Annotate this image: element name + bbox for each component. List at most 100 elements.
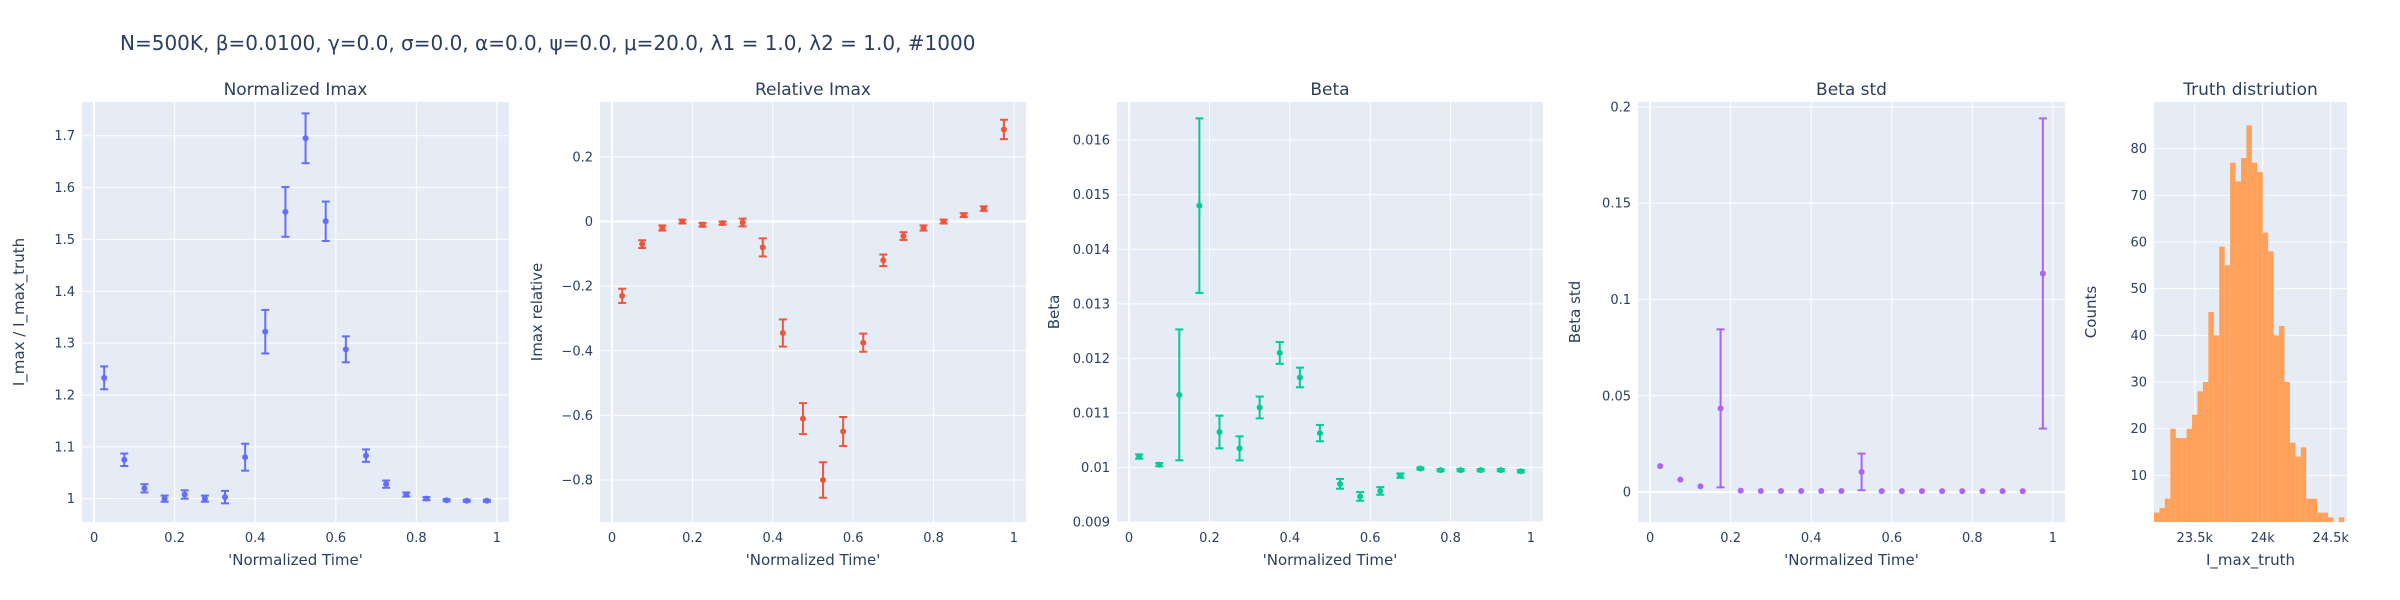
histogram-bar [2154, 512, 2160, 522]
x-tick-label: 0.4 [1801, 531, 1822, 546]
x-tick-label: 0.4 [245, 531, 266, 546]
data-point [659, 225, 666, 231]
panel-title: Beta std [1816, 80, 1887, 100]
data-point [1156, 461, 1163, 468]
histogram-bar [2164, 498, 2171, 522]
data-point [1898, 488, 1905, 495]
plot-area [82, 102, 509, 522]
data-point [282, 208, 289, 215]
x-tick-label: 0.2 [164, 531, 185, 546]
data-point [759, 244, 766, 251]
histogram-bar [2311, 498, 2318, 522]
y-tick-label: 0.016 [1073, 134, 1110, 149]
panel-title: Normalized Imax [224, 80, 368, 100]
data-point [483, 497, 490, 504]
data-point [1657, 463, 1664, 470]
x-axis-label: 'Normalized Time' [228, 551, 363, 569]
data-point [463, 497, 470, 504]
data-point [1737, 487, 1744, 494]
y-tick-label: 0.15 [1602, 197, 1631, 212]
data-point [1818, 487, 1825, 494]
histogram-bar [2295, 456, 2301, 522]
histogram-bar [2262, 232, 2269, 522]
data-point [1397, 472, 1404, 479]
data-point [779, 330, 786, 336]
data-point [1939, 488, 1946, 495]
y-tick-label: 0 [1623, 486, 1631, 501]
plot-area [1638, 102, 2065, 522]
data-point [2019, 488, 2026, 495]
x-axis-label: 'Normalized Time' [1784, 551, 1919, 569]
x-tick-label: 24.5k [2312, 531, 2349, 546]
histogram-bar [2159, 508, 2165, 522]
y-tick-label: 40 [2130, 329, 2147, 344]
histogram-bar [2170, 428, 2176, 522]
subplot-panels: 0 0.2 0.4 0.6 0.8 1 1 1.1 1.2 1.3 1.4 1.5 1.6 1.7 Norm… [10, 80, 2349, 570]
x-tick-label: 1 [1010, 531, 1018, 546]
data-point [181, 491, 188, 498]
histogram-bar [2257, 172, 2263, 522]
data-point [619, 292, 626, 299]
x-tick-label: 0.2 [1199, 531, 1220, 546]
x-tick-label: 0 [1125, 531, 1133, 546]
data-point [1216, 429, 1223, 435]
y-tick-label: 1.6 [54, 181, 75, 196]
x-tick-label: 0.6 [1881, 531, 1902, 546]
data-point [1979, 488, 1986, 495]
data-point [940, 218, 947, 225]
data-point [1196, 202, 1203, 209]
data-point [1497, 467, 1504, 474]
x-tick-label: 0.6 [325, 531, 346, 546]
data-point [1838, 487, 1845, 494]
data-point [1878, 488, 1885, 495]
data-point [383, 481, 390, 488]
data-point [1717, 405, 1724, 412]
data-point [201, 495, 208, 502]
subplot-3: 0 0.2 0.4 0.6 0.8 1 0.009 0.01 0.011 0.012 0.013 0.… [1045, 80, 1543, 569]
y-tick-label: 80 [2130, 142, 2147, 157]
data-point [639, 241, 646, 248]
histogram-bar [2338, 517, 2345, 522]
x-tick-label: 0.4 [1279, 531, 1300, 546]
x-tick-label: 1 [493, 531, 501, 546]
panel-title: Truth distriution [2182, 80, 2318, 100]
x-tick-label: 0.8 [923, 531, 944, 546]
y-tick-label: 0.015 [1073, 188, 1110, 203]
y-tick-label: 1.2 [54, 388, 75, 403]
data-point [322, 218, 329, 225]
x-tick-label: 24k [2251, 531, 2276, 546]
data-point [262, 328, 269, 335]
data-point [342, 346, 349, 353]
y-tick-label: 70 [2130, 189, 2147, 204]
histogram-bar [2192, 414, 2198, 522]
subplot-5: 23.5k 24k 24.5k 10 20 30 40 50 60 70 80 Truth distr… [2082, 80, 2349, 570]
y-tick-label: 0.014 [1073, 243, 1110, 258]
data-point [679, 218, 686, 225]
y-tick-label: −0.6 [561, 409, 593, 424]
data-point [1417, 465, 1424, 472]
y-tick-label: 1.3 [54, 337, 75, 352]
y-tick-label: −0.8 [561, 474, 593, 489]
data-point [2039, 270, 2046, 277]
subplot-2: 0 0.2 0.4 0.6 0.8 1 −0.8 −0.6 −0.4 −0.2 0 0.2 Relati… [528, 80, 1026, 569]
y-tick-label: 0.011 [1073, 406, 1110, 421]
y-tick-label: 60 [2130, 236, 2147, 251]
histogram-bar [2306, 498, 2312, 522]
histogram-bar [2268, 251, 2274, 523]
histogram-bar [2279, 326, 2285, 522]
x-tick-label: 1 [1527, 531, 1535, 546]
data-point [242, 454, 249, 461]
y-tick-label: −0.2 [561, 280, 593, 295]
data-point [1858, 468, 1865, 475]
data-point [423, 495, 430, 502]
data-point [1276, 349, 1283, 356]
y-axis-label: Beta [1045, 295, 1063, 330]
y-tick-label: −0.4 [561, 344, 593, 359]
y-tick-label: 50 [2130, 282, 2147, 297]
y-tick-label: 0.013 [1073, 297, 1110, 312]
data-point [1337, 480, 1344, 487]
data-point [1517, 468, 1524, 475]
data-point [1959, 488, 1966, 495]
histogram-bar [2251, 162, 2258, 522]
